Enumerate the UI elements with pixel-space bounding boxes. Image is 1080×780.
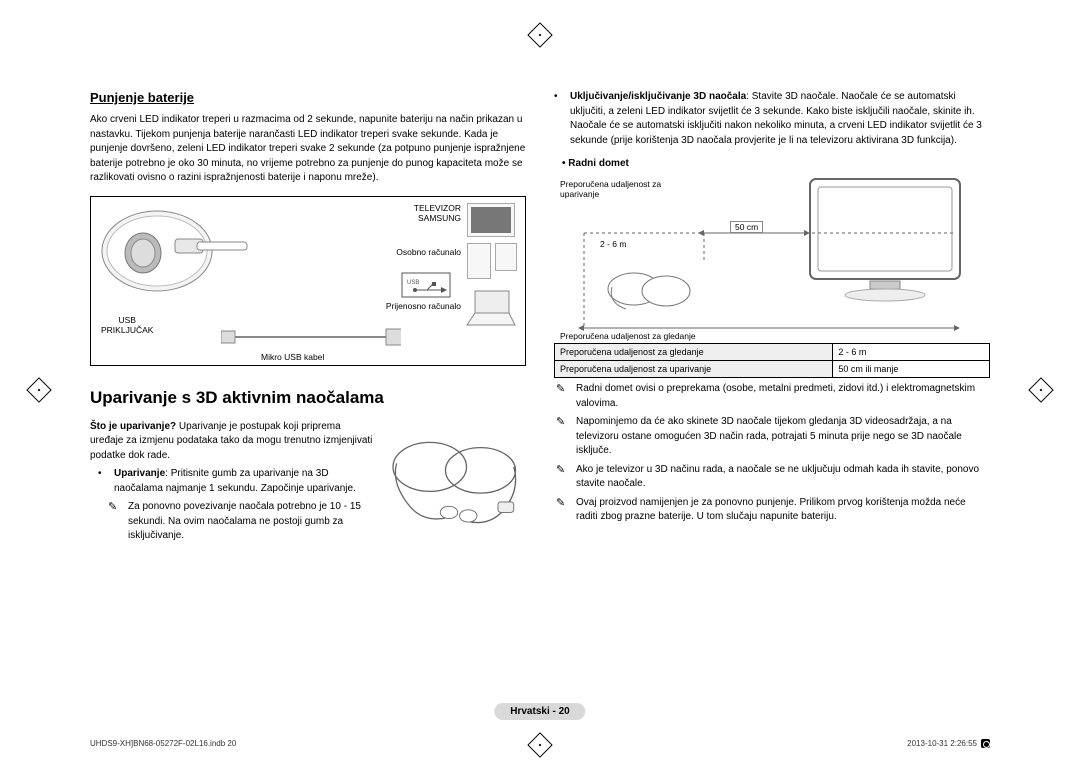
battery-paragraph: Ako crveni LED indikator treperi u razma… <box>90 113 526 186</box>
laptop-icon <box>465 289 517 327</box>
pairing-note: ✎ Za ponovno povezivanje naočala potrebn… <box>108 500 376 544</box>
table-cell: Preporučena udaljenost za gledanje <box>555 344 833 361</box>
tv-label: TELEVIZOR SAMSUNG <box>414 203 461 223</box>
left-column: Punjenje baterije Ako crveni LED indikat… <box>90 90 526 548</box>
table-row: Preporučena udaljenost za uparivanje 50 … <box>555 361 990 378</box>
range-lines <box>554 173 994 343</box>
clock-icon <box>981 739 990 748</box>
distance-table: Preporučena udaljenost za gledanje 2 - 6… <box>554 343 990 378</box>
table-row: Preporučena udaljenost za gledanje 2 - 6… <box>555 344 990 361</box>
table-cell: 2 - 6 m <box>833 344 990 361</box>
laptop-label: Prijenosno računalo <box>386 301 461 311</box>
pairing-heading: Uparivanje s 3D aktivnim naočalama <box>90 388 526 408</box>
cable-label: Mikro USB kabel <box>261 352 324 362</box>
note-1: ✎Radni domet ovisi o preprekama (osobe, … <box>556 382 990 411</box>
crop-mark-top <box>527 22 552 47</box>
note-3: ✎Ako je televizor u 3D načinu rada, a na… <box>556 463 990 492</box>
note-2-text: Napominjemo da će ako skinete 3D naočale… <box>576 415 990 459</box>
pairing-bullet: • Uparivanje: Pritisnite gumb za upariva… <box>98 467 376 496</box>
crop-mark-left <box>26 377 51 402</box>
charging-diagram: USB PRIKLJUČAK Mikro USB kabel USB TELEV… <box>90 196 526 366</box>
crop-mark-bottom <box>527 732 552 757</box>
glasses-port-icon <box>97 203 267 311</box>
footer-filename: UHDS9-XH]BN68-05272F-02L16.indb 20 <box>90 739 236 748</box>
range-50cm-label: 50 cm <box>730 221 763 233</box>
pairing-note-text: Za ponovno povezivanje naočala potrebno … <box>128 500 376 544</box>
svg-text:USB: USB <box>407 280 419 286</box>
range-26m-label: 2 - 6 m <box>600 239 626 249</box>
note-3-text: Ako je televizor u 3D načinu rada, a nao… <box>576 463 990 492</box>
what-is-bold: Što je uparivanje? <box>90 421 176 432</box>
range-diagram: Preporučena udaljenost za uparivanje <box>554 173 990 343</box>
two-column-layout: Punjenje baterije Ako crveni LED indikat… <box>90 90 990 548</box>
crop-mark-right <box>1028 377 1053 402</box>
note-1-text: Radni domet ovisi o preprekama (osobe, m… <box>576 382 990 411</box>
glasses-illustration <box>386 420 526 540</box>
tv-icon <box>467 203 515 237</box>
onoff-bullet: • Uključivanje/isključivanje 3D naočala:… <box>554 90 990 148</box>
note-2: ✎Napominjemo da će ako skinete 3D naočal… <box>556 415 990 459</box>
pairing-bold: Uparivanje <box>114 468 165 479</box>
usb-cable-icon <box>221 307 401 357</box>
rec-view-label: Preporučena udaljenost za gledanje <box>560 331 696 341</box>
battery-heading: Punjenje baterije <box>90 90 526 105</box>
footer-timestamp: 2013-10-31 2:26:55 <box>907 739 990 748</box>
note-4: ✎Ovaj proizvod namijenjen je za ponovno … <box>556 496 990 525</box>
table-cell: Preporučena udaljenost za uparivanje <box>555 361 833 378</box>
note-4-text: Ovaj proizvod namijenjen je za ponovno p… <box>576 496 990 525</box>
right-column: • Uključivanje/isključivanje 3D naočala:… <box>554 90 990 548</box>
onoff-bold: Uključivanje/isključivanje 3D naočala <box>570 91 746 102</box>
page-footer-badge: Hrvatski - 20 <box>494 703 585 720</box>
range-heading: Radni domet <box>562 158 990 169</box>
pc-tower-icon <box>467 243 491 279</box>
pc-monitor-icon <box>495 243 517 271</box>
pc-label: Osobno računalo <box>396 247 461 257</box>
usb-port-label: USB PRIKLJUČAK <box>101 315 153 335</box>
table-cell: 50 cm ili manje <box>833 361 990 378</box>
